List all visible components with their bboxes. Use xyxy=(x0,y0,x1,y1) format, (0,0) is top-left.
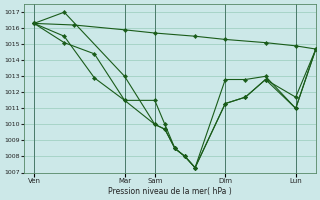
X-axis label: Pression niveau de la mer( hPa ): Pression niveau de la mer( hPa ) xyxy=(108,187,232,196)
